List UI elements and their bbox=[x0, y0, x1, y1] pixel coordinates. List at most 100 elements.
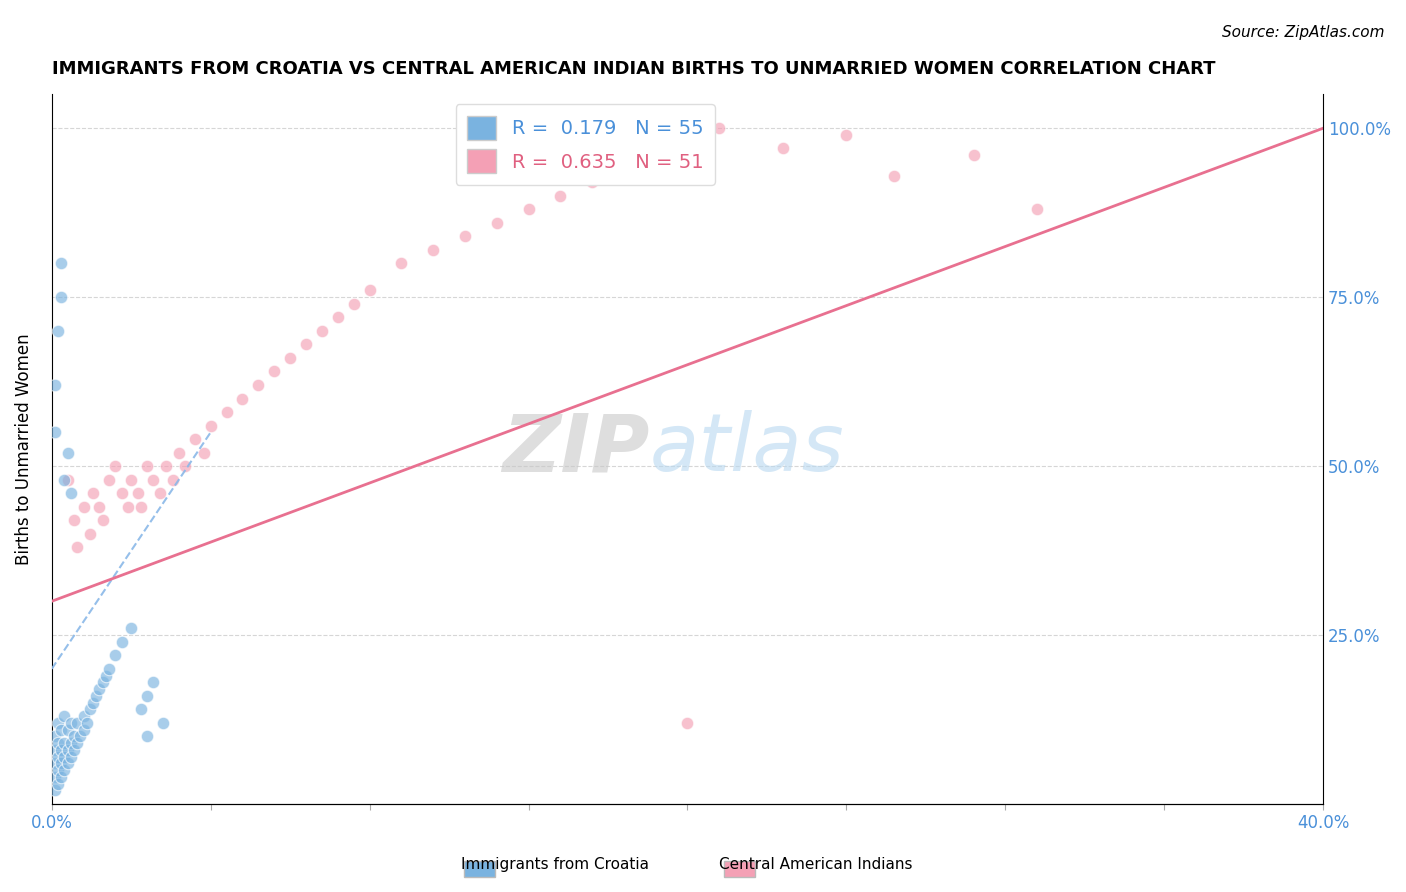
Point bbox=[581, 175, 603, 189]
Point bbox=[56, 756, 79, 771]
Point bbox=[485, 216, 508, 230]
Point bbox=[51, 743, 73, 757]
Point bbox=[51, 770, 73, 784]
Point bbox=[53, 749, 76, 764]
Point bbox=[117, 500, 139, 514]
Point bbox=[295, 337, 318, 351]
Point bbox=[129, 500, 152, 514]
Point bbox=[193, 445, 215, 459]
Point bbox=[174, 459, 197, 474]
Point bbox=[94, 668, 117, 682]
Point bbox=[835, 128, 858, 142]
Point bbox=[63, 743, 86, 757]
Point bbox=[517, 202, 540, 217]
Point bbox=[72, 709, 94, 723]
Point bbox=[326, 310, 349, 325]
Point bbox=[46, 324, 69, 338]
Point bbox=[152, 715, 174, 730]
Point bbox=[63, 730, 86, 744]
Point bbox=[56, 473, 79, 487]
Point bbox=[59, 749, 82, 764]
Point bbox=[91, 513, 114, 527]
Point bbox=[82, 486, 104, 500]
Point bbox=[676, 715, 699, 730]
Point bbox=[63, 513, 86, 527]
Point bbox=[72, 723, 94, 737]
Point bbox=[97, 473, 120, 487]
Point bbox=[51, 290, 73, 304]
Point bbox=[84, 689, 107, 703]
Point bbox=[66, 736, 89, 750]
Legend: R =  0.179   N = 55, R =  0.635   N = 51: R = 0.179 N = 55, R = 0.635 N = 51 bbox=[456, 104, 716, 185]
Point bbox=[53, 763, 76, 777]
Point bbox=[215, 405, 238, 419]
Point bbox=[104, 648, 127, 663]
Point bbox=[111, 635, 134, 649]
Point bbox=[44, 425, 66, 440]
Point bbox=[136, 730, 159, 744]
Point bbox=[104, 459, 127, 474]
Point bbox=[231, 392, 253, 406]
Point bbox=[278, 351, 301, 365]
Point bbox=[66, 540, 89, 554]
Point bbox=[56, 723, 79, 737]
Point bbox=[311, 324, 333, 338]
Point bbox=[127, 486, 149, 500]
Point bbox=[82, 696, 104, 710]
Point bbox=[46, 763, 69, 777]
Point bbox=[136, 689, 159, 703]
Point bbox=[120, 473, 142, 487]
Point bbox=[142, 473, 165, 487]
Point bbox=[46, 715, 69, 730]
Text: ZIP: ZIP bbox=[502, 410, 650, 488]
Point bbox=[46, 736, 69, 750]
Point bbox=[167, 445, 190, 459]
Point bbox=[772, 141, 794, 155]
Point bbox=[389, 256, 412, 270]
Point bbox=[44, 730, 66, 744]
Text: IMMIGRANTS FROM CROATIA VS CENTRAL AMERICAN INDIAN BIRTHS TO UNMARRIED WOMEN COR: IMMIGRANTS FROM CROATIA VS CENTRAL AMERI… bbox=[52, 60, 1215, 78]
Point bbox=[550, 189, 572, 203]
Point bbox=[247, 378, 270, 392]
Point bbox=[46, 777, 69, 791]
Text: atlas: atlas bbox=[650, 410, 844, 488]
Point bbox=[184, 432, 207, 446]
Point bbox=[66, 715, 89, 730]
Point bbox=[79, 526, 101, 541]
Point bbox=[142, 675, 165, 690]
Point bbox=[56, 445, 79, 459]
Point bbox=[59, 736, 82, 750]
Point bbox=[136, 459, 159, 474]
Point bbox=[120, 621, 142, 635]
Y-axis label: Births to Unmarried Women: Births to Unmarried Women bbox=[15, 334, 32, 565]
Point bbox=[44, 378, 66, 392]
Point bbox=[69, 730, 91, 744]
Text: Immigrants from Croatia: Immigrants from Croatia bbox=[461, 857, 650, 872]
Point bbox=[111, 486, 134, 500]
Point bbox=[44, 783, 66, 797]
Point bbox=[359, 284, 381, 298]
Point bbox=[613, 161, 636, 176]
Point bbox=[676, 135, 699, 149]
Point bbox=[343, 297, 366, 311]
Point bbox=[129, 702, 152, 716]
Point bbox=[709, 121, 731, 136]
Text: Source: ZipAtlas.com: Source: ZipAtlas.com bbox=[1222, 25, 1385, 40]
Point bbox=[422, 243, 444, 257]
Point bbox=[51, 256, 73, 270]
Point bbox=[46, 749, 69, 764]
Point bbox=[59, 486, 82, 500]
Point bbox=[454, 229, 477, 244]
Point bbox=[44, 770, 66, 784]
Point bbox=[79, 702, 101, 716]
Point bbox=[91, 675, 114, 690]
Point bbox=[72, 500, 94, 514]
Point bbox=[1026, 202, 1049, 217]
Point bbox=[51, 756, 73, 771]
Point bbox=[149, 486, 172, 500]
Point bbox=[59, 715, 82, 730]
Point bbox=[155, 459, 177, 474]
Point bbox=[89, 500, 111, 514]
Point bbox=[56, 743, 79, 757]
Point bbox=[962, 148, 984, 162]
